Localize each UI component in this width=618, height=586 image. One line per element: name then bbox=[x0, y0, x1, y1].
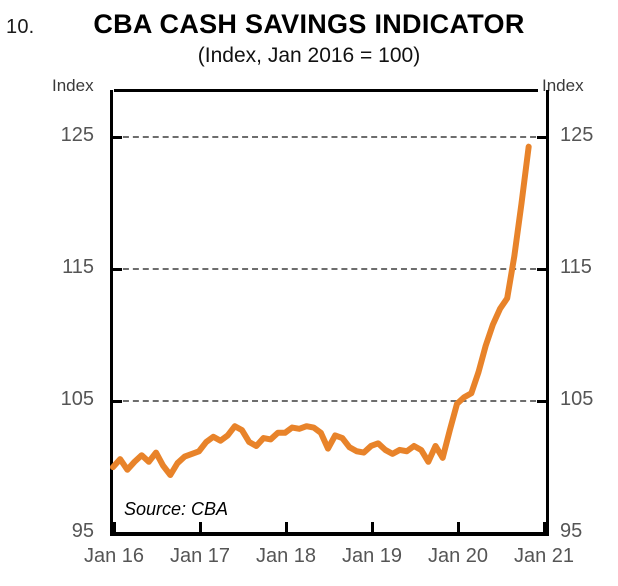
x-tick-label-jan-16: Jan 16 bbox=[83, 545, 145, 567]
y-axis-right bbox=[546, 90, 549, 536]
y-tick-label-left-105: 105 bbox=[60, 388, 94, 411]
y-tick-label-left-95: 95 bbox=[71, 520, 94, 542]
gridline-125 bbox=[113, 136, 546, 139]
y-axis-left bbox=[110, 90, 113, 536]
data-series-line bbox=[110, 143, 532, 478]
x-tick-label-jan-17: Jan 17 bbox=[169, 545, 231, 567]
x-tick-label-jan-18: Jan 18 bbox=[255, 545, 317, 567]
x-tick-jan-17 bbox=[199, 522, 202, 532]
x-tick-jan-18 bbox=[285, 522, 288, 532]
top-rule bbox=[114, 89, 538, 92]
chart-subtitle: (Index, Jan 2016 = 100) bbox=[197, 44, 421, 67]
source-note: Source: CBA bbox=[124, 499, 229, 519]
plot-area bbox=[110, 90, 549, 536]
y-tick-right-105 bbox=[537, 400, 546, 404]
y-tick-left-115 bbox=[113, 268, 122, 272]
y-tick-label-left-115: 115 bbox=[62, 256, 94, 279]
x-tick-jan-19 bbox=[371, 522, 374, 532]
y-tick-label-right-105: 105 bbox=[560, 388, 594, 411]
x-tick-jan-16 bbox=[113, 522, 116, 532]
y-tick-left-105 bbox=[113, 400, 122, 404]
x-axis bbox=[110, 532, 549, 536]
series-path-cba-cash-savings-indicator bbox=[110, 143, 532, 478]
x-tick-jan-20 bbox=[457, 522, 460, 532]
gridline-105 bbox=[113, 400, 546, 403]
title-block: CBA CASH SAVINGS INDICATOR (Index, Jan 2… bbox=[0, 8, 618, 69]
y-tick-label-right-125: 125 bbox=[560, 124, 594, 147]
y-tick-label-right-115: 115 bbox=[560, 256, 592, 279]
x-tick-label-jan-21: Jan 21 bbox=[513, 545, 575, 567]
unit-label-right: Index bbox=[542, 76, 584, 95]
y-tick-right-125 bbox=[537, 136, 546, 140]
chart-title: CBA CASH SAVINGS INDICATOR bbox=[93, 9, 525, 39]
x-tick-jan-21 bbox=[543, 522, 546, 532]
y-tick-label-right-95: 95 bbox=[560, 520, 583, 542]
x-tick-label-jan-19: Jan 19 bbox=[341, 545, 403, 567]
unit-label-left: Index bbox=[52, 76, 94, 95]
y-tick-right-95 bbox=[537, 532, 546, 535]
y-tick-label-left-125: 125 bbox=[60, 124, 94, 147]
gridline-115 bbox=[113, 268, 546, 271]
figure-number: 10. bbox=[6, 16, 35, 38]
y-tick-right-115 bbox=[537, 268, 546, 272]
x-tick-label-jan-20: Jan 20 bbox=[427, 545, 489, 567]
y-tick-left-95 bbox=[113, 532, 122, 535]
y-tick-left-125 bbox=[113, 136, 122, 140]
